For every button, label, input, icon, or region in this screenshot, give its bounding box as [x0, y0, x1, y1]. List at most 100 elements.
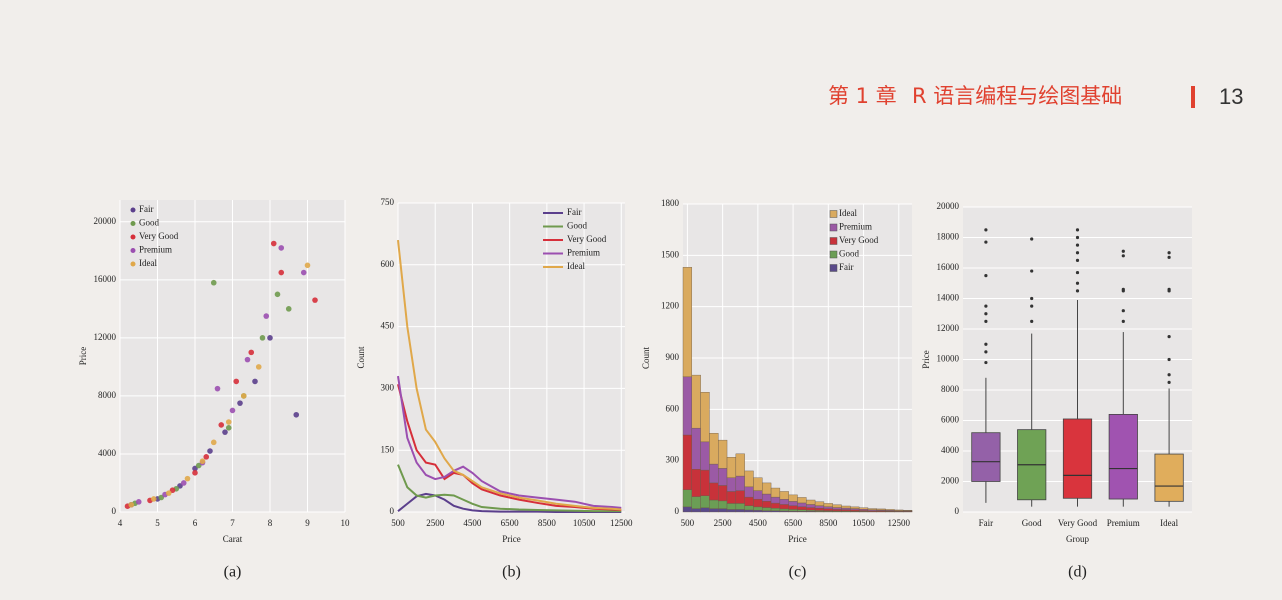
- outlier: [1030, 319, 1034, 323]
- point: [225, 419, 232, 425]
- point: [165, 490, 172, 496]
- bar-segment: [806, 507, 816, 511]
- line: [397, 464, 622, 513]
- y-tick-label: 8000: [941, 384, 960, 394]
- bar-segment: [841, 507, 851, 510]
- x-tick-label: 8: [268, 518, 273, 528]
- legend-swatch: [829, 264, 838, 272]
- x-tick-label: 4: [118, 518, 123, 528]
- legend-label: Good: [567, 221, 587, 231]
- outlier: [1075, 258, 1080, 262]
- y-tick-label: 0: [675, 506, 680, 516]
- point: [248, 349, 255, 356]
- legend-label: Very Good: [839, 235, 879, 245]
- legend-label: Ideal: [139, 258, 157, 268]
- bar-segment: [753, 477, 763, 491]
- line: [397, 239, 622, 511]
- point: [278, 245, 285, 251]
- outlier: [1121, 287, 1125, 291]
- legend-label: Ideal: [839, 208, 857, 218]
- bar-segment: [682, 506, 693, 513]
- point: [293, 411, 300, 418]
- bar-segment: [744, 470, 754, 488]
- bar-segment: [735, 490, 745, 504]
- point: [237, 400, 243, 406]
- bar-segment: [806, 504, 816, 508]
- bar-segment: [850, 506, 860, 509]
- plot-panel: [398, 203, 625, 512]
- bar-segment: [762, 507, 772, 511]
- box: [971, 432, 1001, 482]
- outlier: [984, 274, 988, 278]
- y-tick-label: 0: [390, 506, 395, 516]
- bar-segment: [770, 496, 781, 504]
- y-tick-label: 450: [381, 321, 395, 331]
- bar-segment: [691, 374, 701, 429]
- bar-segment: [797, 497, 807, 504]
- y-axis-label: Count: [641, 347, 651, 370]
- point: [240, 393, 247, 399]
- point: [233, 378, 240, 385]
- outlier: [1030, 269, 1034, 273]
- y-tick-label: 1800: [661, 198, 680, 208]
- legend-label: Good: [839, 249, 859, 259]
- outlier: [1075, 243, 1080, 247]
- y-tick-label: 12000: [937, 323, 960, 333]
- point: [207, 448, 213, 454]
- point: [285, 306, 292, 312]
- y-tick-label: 16000: [94, 274, 117, 284]
- outlier: [1167, 380, 1171, 384]
- x-tick-label: 10: [341, 518, 351, 528]
- point: [210, 279, 217, 286]
- legend-swatch: [130, 261, 136, 267]
- bar-segment: [744, 496, 754, 506]
- bar-segment: [726, 457, 737, 478]
- bar-segment: [770, 487, 781, 498]
- bar-segment: [735, 509, 745, 513]
- bar-segment: [841, 509, 851, 512]
- x-tick-label: Good: [1022, 518, 1042, 528]
- legend-swatch: [829, 223, 838, 232]
- bar-segment: [797, 502, 807, 507]
- legend-label: Premium: [839, 222, 872, 232]
- bar-segment: [814, 505, 825, 509]
- bar-segment: [691, 469, 701, 497]
- outlier: [984, 342, 988, 346]
- bar-segment: [691, 508, 701, 513]
- bar-segment: [832, 507, 842, 510]
- bar-segment: [841, 505, 851, 509]
- y-tick-label: 0: [112, 506, 117, 516]
- outlier: [984, 240, 988, 244]
- legend-swatch: [130, 221, 136, 226]
- bar-segment: [682, 434, 693, 490]
- bar-segment: [788, 509, 798, 512]
- bar-segment: [762, 493, 772, 502]
- bar-segment: [718, 485, 728, 502]
- bar-segment: [735, 453, 745, 477]
- y-tick-label: 14000: [937, 293, 960, 303]
- legend-label: Premium: [567, 248, 600, 258]
- outlier: [1075, 270, 1080, 275]
- x-tick-label: 10500: [852, 518, 875, 528]
- legend-label: Good: [139, 218, 159, 228]
- outlier: [1030, 237, 1034, 241]
- point: [267, 335, 273, 341]
- bar-segment: [779, 499, 789, 505]
- bar-segment: [700, 392, 710, 443]
- bar-segment: [762, 482, 772, 495]
- legend-swatch: [130, 248, 136, 253]
- y-axis-label: Count: [356, 346, 366, 369]
- bar-segment: [753, 490, 763, 500]
- bar-segment: [726, 491, 737, 504]
- bar-segment: [700, 495, 710, 508]
- x-tick-label: 6500: [501, 518, 520, 528]
- bar-segment: [726, 509, 737, 513]
- outlier: [1075, 289, 1080, 293]
- outlier: [984, 360, 988, 365]
- legend-label: Very Good: [567, 234, 607, 244]
- y-tick-label: 300: [666, 455, 680, 465]
- point: [199, 458, 206, 465]
- outlier: [1167, 251, 1171, 255]
- x-tick-label: 5: [155, 518, 160, 528]
